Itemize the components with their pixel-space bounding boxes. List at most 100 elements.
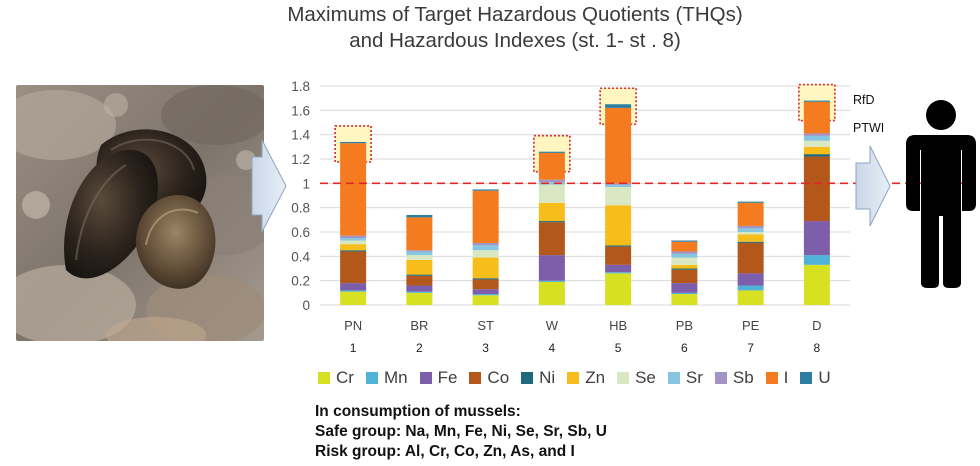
bar-segment bbox=[538, 221, 565, 223]
bar-segment bbox=[406, 217, 433, 251]
bar-segment bbox=[340, 141, 367, 144]
bar-segment bbox=[340, 250, 367, 252]
bar-segment bbox=[406, 285, 433, 292]
bar-segment bbox=[340, 240, 367, 245]
legend-label: Fe bbox=[437, 368, 458, 387]
bar-segment bbox=[803, 140, 830, 147]
bar-segment bbox=[605, 186, 632, 206]
y-tick-label: 1.4 bbox=[291, 128, 310, 143]
bar-segment bbox=[340, 291, 367, 305]
bar-segment bbox=[737, 202, 764, 226]
legend-item: Se bbox=[617, 368, 656, 388]
bar-segment bbox=[538, 152, 565, 180]
bar-segment bbox=[737, 285, 764, 291]
legend-label: Se bbox=[635, 368, 656, 387]
right-arrow-icon bbox=[251, 139, 287, 233]
right-arrow-icon bbox=[855, 145, 891, 227]
bar-segment bbox=[472, 245, 499, 251]
bar-segment bbox=[737, 228, 764, 232]
station-number-label: 7 bbox=[747, 341, 754, 355]
bar-segment bbox=[803, 255, 830, 265]
bar-segment bbox=[605, 183, 632, 185]
bar-segment bbox=[737, 242, 764, 274]
y-axis: 0 0.2 0.4 0.6 0.8 1 1.2 1.4 1.6 1.8 bbox=[291, 79, 850, 313]
legend-swatch bbox=[714, 372, 727, 384]
bar-segment bbox=[472, 190, 499, 243]
y-tick-label: 0.8 bbox=[291, 201, 310, 216]
legend-item: Co bbox=[469, 368, 509, 388]
bar-segment bbox=[340, 290, 367, 292]
legend-label: Cr bbox=[336, 368, 354, 387]
bar-segment bbox=[605, 264, 632, 273]
bar-segment bbox=[538, 281, 565, 305]
bar-segment bbox=[803, 156, 830, 222]
bars bbox=[340, 100, 830, 305]
bar-segment bbox=[605, 273, 632, 305]
bar-segment bbox=[538, 151, 565, 153]
bar-segment bbox=[472, 295, 499, 305]
chart-title-line-2: and Hazardous Indexes (st. 1- st . 8) bbox=[349, 29, 681, 52]
bar-segment bbox=[406, 255, 433, 260]
chart-title-line-1: Maximums of Target Hazardous Quotients (… bbox=[287, 3, 743, 26]
bar-segment bbox=[737, 273, 764, 286]
bar-segment bbox=[538, 255, 565, 281]
bar-segment bbox=[472, 242, 499, 246]
bar-segment bbox=[340, 251, 367, 284]
legend-swatch bbox=[419, 372, 432, 384]
bar-segment bbox=[538, 222, 565, 256]
bar-segment bbox=[605, 107, 632, 184]
bar-segment bbox=[671, 264, 698, 269]
bar-segment bbox=[803, 154, 830, 157]
legend-label: Sr bbox=[685, 368, 703, 387]
bar-segment bbox=[671, 253, 698, 258]
bar-segment bbox=[538, 179, 565, 183]
mussels-photo-drawing bbox=[16, 85, 264, 341]
legend-swatch bbox=[617, 372, 630, 384]
legend-item: Sb bbox=[714, 368, 754, 388]
legend-swatch bbox=[469, 372, 482, 384]
legend-swatch bbox=[318, 372, 330, 384]
person-icon bbox=[906, 100, 976, 288]
x-axis: PN 1 BR 2 ST 3 W 4 HB 5 PB 6 PE 7 D 8 bbox=[344, 318, 821, 355]
legend-label: Mn bbox=[383, 368, 408, 387]
bar-segment bbox=[605, 184, 632, 187]
notes-heading: In consumption of mussels: bbox=[315, 403, 521, 420]
bar-segment bbox=[472, 289, 499, 295]
bar-segment bbox=[671, 294, 698, 305]
legend-swatch bbox=[667, 372, 680, 384]
station-number-label: 5 bbox=[615, 341, 622, 355]
bar-segment bbox=[671, 269, 698, 284]
bar-segment bbox=[340, 238, 367, 241]
bar-segment bbox=[803, 264, 830, 305]
station-number-label: 2 bbox=[416, 341, 423, 355]
bar-segment bbox=[671, 268, 698, 270]
bar-segment bbox=[803, 221, 830, 256]
bar-segment bbox=[340, 244, 367, 251]
bar-segment bbox=[737, 201, 764, 203]
legend-item: Ni bbox=[521, 368, 555, 388]
legend-item: Sr bbox=[667, 368, 703, 388]
legend-label: Sb bbox=[732, 368, 754, 387]
x-tick-label: BR bbox=[410, 318, 428, 333]
y-tick-label: 0 bbox=[302, 298, 310, 313]
bar-segment bbox=[605, 245, 632, 247]
bar-segment bbox=[803, 135, 830, 141]
bar-segment bbox=[605, 104, 632, 108]
chart-legend: Cr Mn Fe Co Ni Zn Se Sr Sb I U bbox=[318, 366, 843, 390]
rfd-label: RfD bbox=[853, 93, 875, 107]
bar-segment bbox=[671, 240, 698, 242]
station-number-label: 1 bbox=[350, 341, 357, 355]
x-tick-label: HB bbox=[609, 318, 627, 333]
chart-title: Maximums of Target Hazardous Quotients (… bbox=[270, 2, 760, 54]
bar-segment bbox=[472, 257, 499, 279]
bar-segment bbox=[340, 283, 367, 291]
legend-swatch bbox=[765, 372, 778, 384]
station-number-label: 8 bbox=[814, 341, 821, 355]
bar-segment bbox=[803, 146, 830, 155]
x-tick-label: W bbox=[546, 318, 559, 333]
legend-label: Co bbox=[487, 368, 510, 387]
y-tick-label: 1.8 bbox=[291, 79, 310, 94]
bar-segment bbox=[472, 279, 499, 290]
legend-item: Zn bbox=[567, 368, 605, 388]
